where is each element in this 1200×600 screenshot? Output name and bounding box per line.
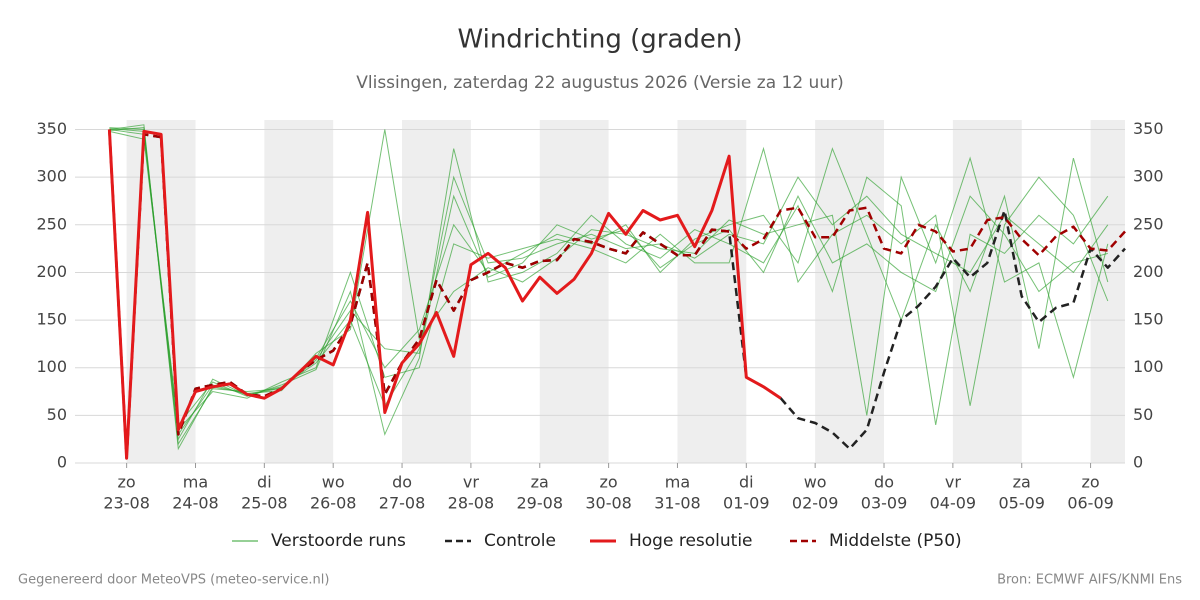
y-tick-label: 0 bbox=[57, 453, 67, 472]
x-tick-label: za bbox=[1013, 473, 1031, 492]
y2-tick-label: 300 bbox=[1133, 167, 1164, 186]
x-tick-sublabel: 31-08 bbox=[654, 494, 701, 513]
ensemble-line bbox=[109, 130, 1109, 436]
ensemble-line bbox=[109, 129, 1109, 436]
x-tick-label: ma bbox=[183, 473, 208, 492]
x-tick-label: do bbox=[392, 473, 412, 492]
y2-tick-label: 150 bbox=[1133, 310, 1164, 329]
ensemble-line bbox=[109, 128, 1109, 431]
x-tick-label: wo bbox=[804, 473, 827, 492]
x-tick-sublabel: 02-09 bbox=[792, 494, 839, 513]
series-line bbox=[107, 129, 782, 460]
y2-tick-label: 0 bbox=[1133, 453, 1143, 472]
y2-tick-label: 200 bbox=[1133, 262, 1164, 281]
x-tick-sublabel: 05-09 bbox=[998, 494, 1045, 513]
day-band bbox=[264, 120, 334, 463]
chart-subtitle: Vlissingen, zaterdag 22 augustus 2026 (V… bbox=[356, 73, 843, 93]
x-tick-sublabel: 23-08 bbox=[103, 494, 150, 513]
x-tick-sublabel: 25-08 bbox=[241, 494, 288, 513]
x-tick-label: zo bbox=[118, 473, 136, 492]
y2-tick-label: 100 bbox=[1133, 357, 1164, 376]
footer-left: Gegenereerd door MeteoVPS (meteo-service… bbox=[18, 573, 329, 588]
y-tick-label: 300 bbox=[36, 167, 67, 186]
x-tick-sublabel: 06-09 bbox=[1067, 494, 1114, 513]
x-tick-label: vr bbox=[463, 473, 479, 492]
x-tick-label: za bbox=[531, 473, 549, 492]
x-tick-label: di bbox=[257, 473, 272, 492]
legend-label: Controle bbox=[484, 531, 556, 551]
legend-label: Verstoorde runs bbox=[271, 531, 406, 551]
legend-label: Hoge resolutie bbox=[629, 531, 753, 551]
y2-tick-label: 250 bbox=[1133, 214, 1164, 233]
day-band bbox=[952, 120, 1022, 463]
x-tick-sublabel: 03-09 bbox=[861, 494, 908, 513]
x-tick-sublabel: 01-09 bbox=[723, 494, 770, 513]
day-band bbox=[539, 120, 609, 463]
x-tick-sublabel: 26-08 bbox=[310, 494, 357, 513]
x-tick-sublabel: 30-08 bbox=[585, 494, 632, 513]
y-tick-label: 200 bbox=[36, 262, 67, 281]
x-tick-sublabel: 04-09 bbox=[930, 494, 977, 513]
footer-right: Bron: ECMWF AIFS/KNMI Ens bbox=[997, 573, 1182, 588]
x-tick-sublabel: 29-08 bbox=[517, 494, 564, 513]
x-tick-label: zo bbox=[600, 473, 618, 492]
x-tick-label: zo bbox=[1081, 473, 1099, 492]
x-tick-sublabel: 24-08 bbox=[172, 494, 219, 513]
y-tick-label: 100 bbox=[36, 357, 67, 376]
x-tick-label: wo bbox=[322, 473, 345, 492]
x-tick-sublabel: 28-08 bbox=[448, 494, 495, 513]
y-tick-label: 150 bbox=[36, 310, 67, 329]
x-tick-label: di bbox=[739, 473, 754, 492]
y-tick-label: 250 bbox=[36, 214, 67, 233]
chart-title: Windrichting (graden) bbox=[457, 25, 742, 55]
x-tick-label: ma bbox=[665, 473, 690, 492]
y2-tick-label: 350 bbox=[1133, 119, 1164, 138]
x-tick-sublabel: 27-08 bbox=[379, 494, 426, 513]
x-tick-label: vr bbox=[945, 473, 961, 492]
x-tick-label: do bbox=[874, 473, 894, 492]
day-band bbox=[402, 120, 471, 463]
legend-label: Middelste (P50) bbox=[829, 531, 962, 551]
y-tick-label: 50 bbox=[47, 405, 67, 424]
y2-tick-label: 50 bbox=[1133, 405, 1153, 424]
y-tick-label: 350 bbox=[36, 119, 67, 138]
